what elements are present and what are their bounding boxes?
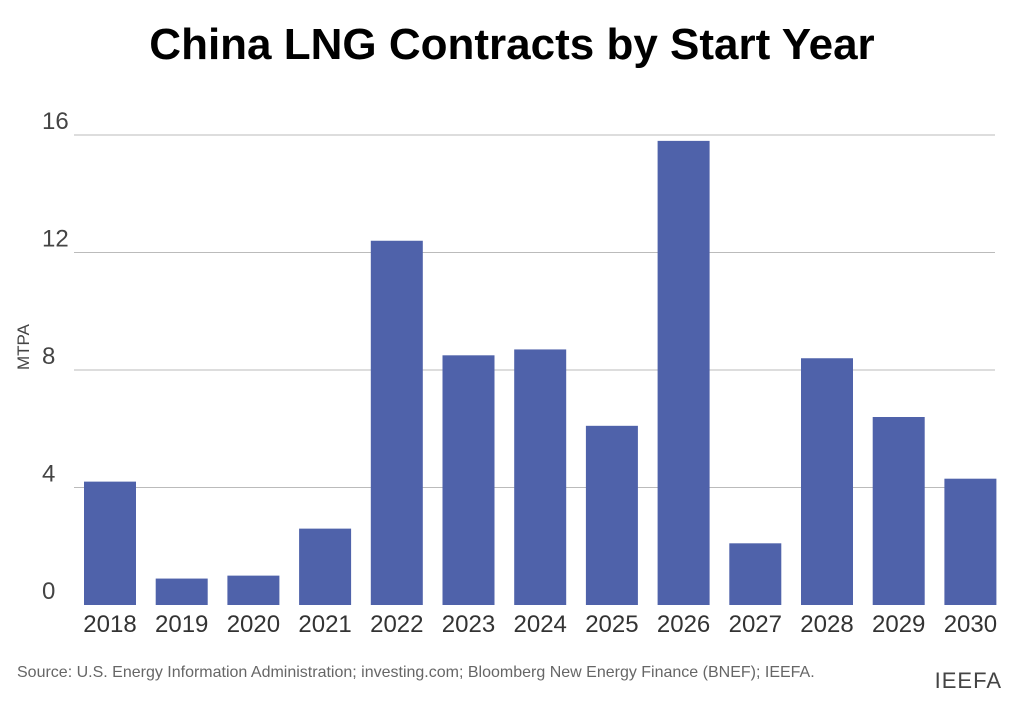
bar-2026	[657, 140, 710, 605]
x-tick-label: 2027	[729, 611, 782, 638]
bar-2029	[872, 417, 925, 605]
y-tick-label: 12	[42, 226, 69, 253]
bar-2021	[299, 528, 352, 605]
x-tick-label: 2028	[800, 611, 853, 638]
x-tick-label: 2020	[227, 611, 280, 638]
bar-2022	[370, 240, 423, 605]
bar-2028	[801, 358, 853, 605]
bar-2019	[155, 578, 208, 605]
chart-title: China LNG Contracts by Start Year	[149, 20, 875, 69]
y-axis-ticks: 0 4 8 12 16	[42, 108, 69, 605]
bar-2020	[227, 575, 280, 605]
x-tick-label: 2022	[370, 611, 423, 638]
x-tick-label: 2021	[298, 611, 351, 638]
bar-2018	[84, 481, 136, 605]
x-tick-label: 2029	[872, 611, 925, 638]
x-tick-label: 2025	[585, 611, 638, 638]
y-axis-label: MTPA	[14, 323, 33, 370]
y-tick-label: 16	[42, 108, 69, 135]
y-tick-label: 4	[42, 461, 55, 488]
x-axis-ticks: 2018 2019 2020 2021 2022 2023 2024 2025 2026 2027…	[83, 611, 997, 638]
bars	[84, 140, 997, 605]
y-tick-label: 8	[42, 343, 55, 370]
bar-2025	[585, 425, 638, 605]
bar-2023	[442, 355, 495, 605]
y-tick-label: 0	[42, 578, 55, 605]
x-tick-label: 2024	[514, 611, 567, 638]
brand-logo: IEEFA	[934, 668, 1002, 693]
bar-2027	[729, 543, 782, 605]
source-note: Source: U.S. Energy Information Administ…	[17, 664, 815, 681]
x-tick-label: 2019	[155, 611, 208, 638]
x-tick-label: 2023	[442, 611, 495, 638]
bar-2024	[514, 349, 567, 605]
x-tick-label: 2018	[83, 611, 136, 638]
bar-2030	[944, 478, 997, 605]
x-tick-label: 2030	[944, 611, 997, 638]
x-tick-label: 2026	[657, 611, 710, 638]
